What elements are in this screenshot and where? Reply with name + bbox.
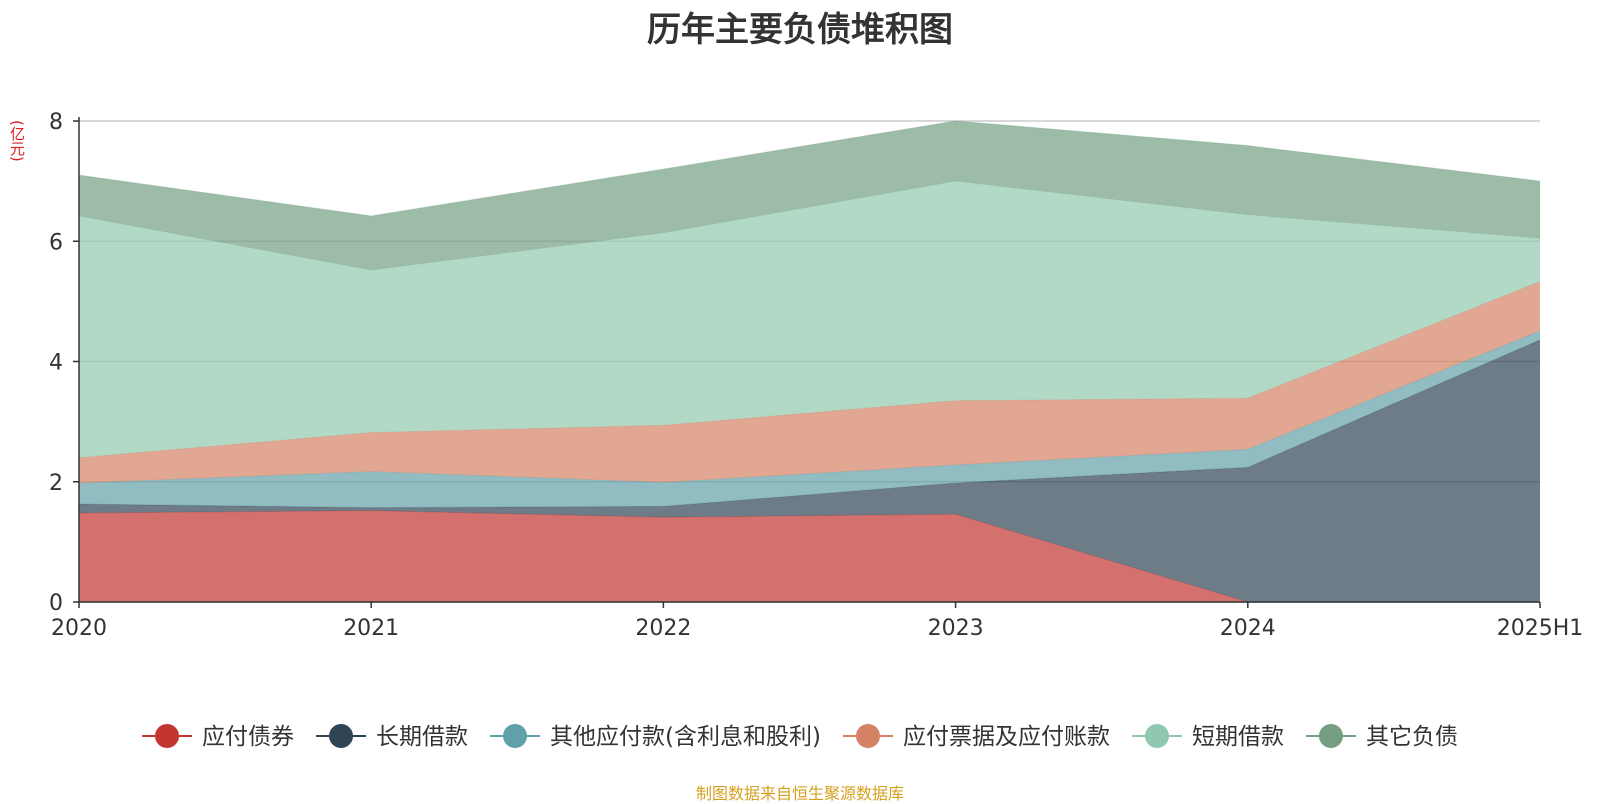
x-tick-label: 2021 [343, 616, 399, 641]
y-tick-label: 6 [49, 230, 63, 255]
legend-marker-dot [1144, 724, 1169, 748]
x-tick-label: 2022 [635, 616, 691, 641]
area-series-1 [79, 339, 1540, 602]
legend-item-1: 长期借款 [316, 724, 468, 750]
chart-title: 历年主要负债堆积图 [647, 10, 953, 50]
legend: 应付债券 长期借款 其他应付款(含利息和股利) 应付票据及应付账款 短期借款 其它负债 [142, 724, 1458, 750]
area-series-4 [79, 181, 1540, 458]
area-line-series-5 [78, 120, 1541, 217]
legend-label: 短期借款 [1192, 724, 1284, 750]
area-series-2 [79, 330, 1540, 508]
legend-label: 应付票据及应付账款 [903, 724, 1110, 750]
legend-marker-dot [855, 724, 880, 748]
x-tick-label: 2025H1 [1497, 616, 1584, 641]
axis-layer: 0 2 4 6 8 2020 2021 2022 2023 2024 2025H1 [49, 110, 1583, 641]
source-note: 制图数据来自恒生聚源数据库 [695, 784, 904, 803]
legend-marker-dot [503, 724, 528, 748]
y-tick-label: 0 [49, 591, 63, 616]
y-axis-unit-label: (亿元) [8, 120, 26, 162]
legend-item-4: 短期借款 [1131, 724, 1284, 750]
legend-item-0: 应付债券 [142, 724, 294, 750]
legend-marker-dot [155, 724, 180, 748]
area-layer [78, 120, 1541, 603]
y-tick-label: 4 [49, 351, 63, 376]
legend-item-5: 其它负债 [1305, 724, 1458, 750]
y-tick-label: 8 [49, 110, 63, 135]
area-series-3 [79, 281, 1540, 483]
y-tick-label: 2 [49, 471, 63, 496]
legend-marker-dot [329, 724, 354, 748]
legend-label: 其它负债 [1366, 724, 1458, 750]
x-tick-label: 2020 [51, 616, 107, 641]
x-tick-label: 2024 [1220, 616, 1276, 641]
legend-item-3: 应付票据及应付账款 [842, 724, 1110, 750]
area-series-0 [79, 510, 1540, 602]
legend-label: 长期借款 [376, 724, 468, 750]
legend-marker-dot [1318, 724, 1343, 748]
legend-label: 其他应付款(含利息和股利) [550, 724, 821, 750]
legend-item-2: 其他应付款(含利息和股利) [490, 724, 821, 750]
x-tick-label: 2023 [928, 616, 984, 641]
legend-label: 应付债券 [202, 724, 294, 750]
area-series-5 [79, 121, 1540, 271]
